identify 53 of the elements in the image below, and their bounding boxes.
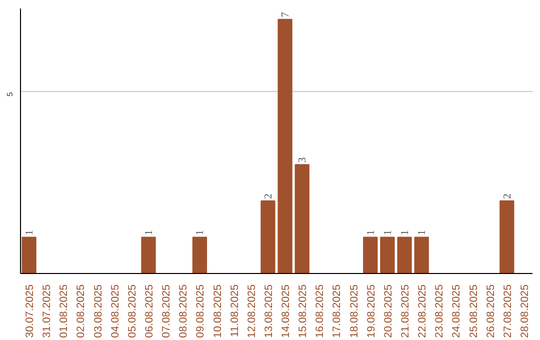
x-tick-label: 24.08.2025 (450, 284, 463, 338)
data-label: 1 (144, 230, 155, 236)
bar (22, 236, 36, 274)
bar (260, 200, 276, 274)
x-tick-label: 22.08.2025 (416, 284, 429, 338)
x-tick-label: 14.08.2025 (280, 284, 292, 338)
x-tick-label: 10.08.2025 (212, 284, 224, 338)
bar (141, 236, 156, 274)
y-tick-label: 5 (6, 91, 14, 96)
x-tick-label: 28.08.2025 (518, 284, 531, 338)
x-tick-label: 06.08.2025 (144, 284, 156, 338)
bar (192, 236, 208, 274)
data-label: 1 (195, 230, 206, 236)
data-label: 1 (366, 230, 377, 236)
data-label: 2 (263, 194, 274, 199)
bar (278, 18, 292, 274)
data-label: 3 (298, 157, 309, 163)
bar (414, 236, 429, 274)
x-tick-label: 27.08.2025 (502, 284, 514, 338)
data-label: 1 (400, 230, 411, 236)
x-tick-label: 17.08.2025 (331, 284, 344, 338)
data-label: 7 (280, 11, 292, 18)
x-tick-label: 05.08.2025 (126, 284, 138, 338)
data-label: 2 (502, 194, 514, 199)
x-tick-label: 09.08.2025 (194, 284, 207, 338)
bar (380, 236, 395, 274)
bar (363, 236, 378, 274)
x-tick-label: 01.08.2025 (58, 284, 70, 338)
bar (294, 164, 310, 274)
data-label: 1 (382, 230, 394, 236)
x-tick-label: 25.08.2025 (468, 284, 480, 338)
x-tick-label: 16.08.2025 (314, 284, 326, 338)
x-tick-label: 07.08.2025 (160, 284, 173, 338)
x-tick-label: 26.08.2025 (484, 284, 497, 338)
x-tick-label: 02.08.2025 (75, 284, 88, 338)
x-tick-label: 18.08.2025 (348, 284, 360, 338)
x-tick-label: 20.08.2025 (382, 284, 394, 338)
bar (500, 200, 514, 274)
x-tick-label: 31.07.2025 (41, 284, 54, 338)
x-tick-label: 19.08.2025 (365, 284, 378, 338)
data-label: 1 (417, 230, 428, 236)
x-tick-label: 13.08.2025 (262, 284, 275, 338)
x-tick-label: 04.08.2025 (109, 284, 122, 338)
bar (397, 236, 412, 274)
x-tick-label: 23.08.2025 (434, 284, 446, 338)
data-label: 1 (24, 230, 36, 236)
x-tick-label: 08.08.2025 (178, 284, 190, 338)
x-tick-label: 03.08.2025 (92, 284, 104, 338)
x-tick-label: 11.08.2025 (228, 284, 241, 338)
x-tick-label: 21.08.2025 (400, 284, 412, 338)
x-tick-label: 15.08.2025 (297, 284, 310, 338)
x-tick-label: 12.08.2025 (246, 284, 258, 338)
x-tick-label: 30.07.2025 (24, 284, 36, 338)
